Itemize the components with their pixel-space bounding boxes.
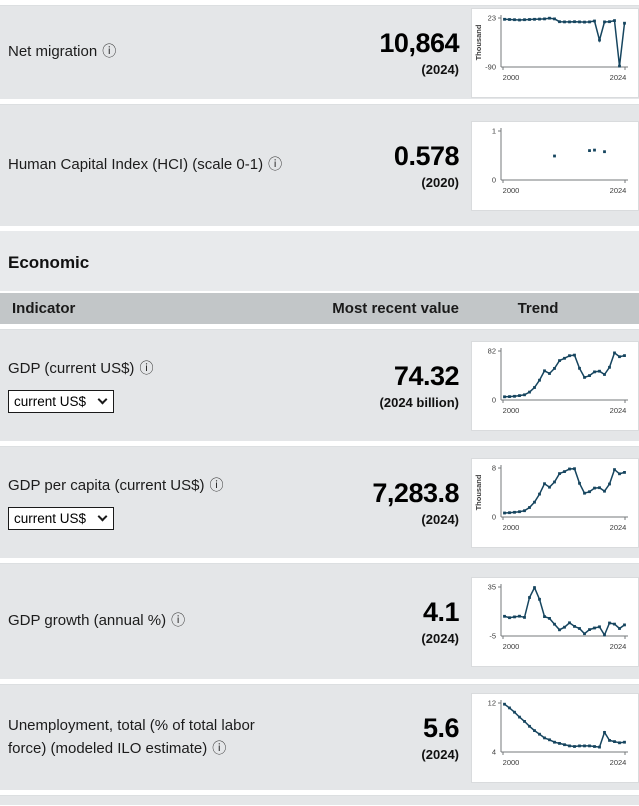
svg-text:23: 23 — [488, 13, 496, 22]
trend-cell: 8 0 2000 2024 Thousand — [471, 457, 639, 548]
unit-select-input[interactable]: current US$ — [8, 506, 114, 530]
trend-sparkline[interactable]: 8 0 2000 2024 Thousand — [471, 457, 639, 548]
most-recent-value: 0.578 — [393, 140, 460, 171]
indicator-row-gdp: GDP (current US$) ⓘ current US$ 74.32 (20… — [0, 329, 639, 441]
svg-text:2024: 2024 — [610, 73, 627, 82]
value-cell: 74.32 (2024 billion) — [308, 360, 460, 411]
sparkline-svg: 12 4 2000 2024 — [488, 698, 628, 767]
indicator-label-cell: Unemployment, total (% of total labor fo… — [8, 715, 308, 760]
indicator-label-cell: GDP per capita (current US$) ⓘ current US… — [8, 475, 308, 530]
most-recent-value: 5.6 — [422, 712, 460, 743]
indicator-row-gdp-per-capita: GDP per capita (current US$) ⓘ current US… — [0, 446, 639, 558]
indicator-row-gdp-growth: GDP growth (annual %) ⓘ 4.1 (2024) 35 -5 20… — [0, 563, 639, 679]
value-year-note: (2024) — [421, 747, 459, 763]
svg-text:2024: 2024 — [610, 186, 627, 195]
indicator-label-cell: Net migration ⓘ — [8, 41, 308, 64]
svg-text:4: 4 — [492, 747, 496, 756]
unit-select[interactable]: current US$ — [8, 389, 114, 414]
trend-sparkline[interactable]: 1 0 2000 2024 — [471, 120, 639, 211]
sparkline-svg: 1 0 2000 2024 — [492, 126, 628, 195]
indicator-label-cell: Human Capital Index (HCI) (scale 0-1) ⓘ — [8, 154, 308, 177]
value-year-note: (2024) — [421, 62, 459, 78]
unit-select-input[interactable]: current US$ — [8, 389, 114, 413]
indicator-label: Net migration — [8, 43, 98, 61]
svg-text:0: 0 — [492, 395, 496, 404]
section-title: Economic — [8, 253, 90, 272]
most-recent-value: 74.32 — [393, 360, 460, 391]
next-row-partial — [0, 795, 639, 805]
svg-text:2024: 2024 — [610, 406, 627, 415]
value-year-note: (2024) — [421, 631, 459, 647]
svg-text:0: 0 — [492, 175, 496, 184]
svg-text:1: 1 — [492, 126, 496, 135]
svg-text:12: 12 — [488, 698, 496, 707]
indicator-label-cell: GDP growth (annual %) ⓘ — [8, 610, 308, 633]
indicator-row-net-migration: Net migration ⓘ 10,864 (2024) 23 -90 2000 20… — [0, 5, 639, 99]
most-recent-value: 7,283.8 — [372, 477, 459, 508]
sparkline-svg: 82 0 2000 2024 — [488, 346, 628, 415]
svg-text:2000: 2000 — [503, 642, 520, 651]
trend-sparkline[interactable]: 12 4 2000 2024 — [471, 692, 639, 783]
svg-text:0: 0 — [492, 512, 496, 521]
svg-text:2024: 2024 — [610, 523, 627, 532]
most-recent-value: 10,864 — [379, 27, 459, 58]
trend-sparkline[interactable]: 82 0 2000 2024 — [471, 340, 639, 431]
trend-sparkline[interactable]: 23 -90 2000 2024 Thousand — [471, 7, 639, 98]
svg-text:2000: 2000 — [503, 406, 520, 415]
indicator-row-unemployment: Unemployment, total (% of total labor fo… — [0, 684, 639, 790]
svg-text:35: 35 — [488, 582, 496, 591]
value-year-note: (2024 billion) — [379, 395, 459, 411]
svg-text:-5: -5 — [489, 631, 496, 640]
indicator-label-cell: GDP (current US$) ⓘ current US$ — [8, 358, 308, 413]
info-icon[interactable]: ⓘ — [102, 44, 117, 61]
indicator-row-hci: Human Capital Index (HCI) (scale 0-1) ⓘ 0… — [0, 104, 639, 226]
svg-text:2024: 2024 — [610, 758, 627, 767]
info-icon[interactable]: ⓘ — [139, 361, 154, 377]
trend-cell: 35 -5 2000 2024 — [471, 576, 639, 667]
value-cell: 4.1 (2024) — [308, 597, 459, 646]
svg-text:2000: 2000 — [503, 186, 520, 195]
svg-text:-90: -90 — [485, 62, 496, 71]
indicator-label: GDP (current US$) — [8, 360, 135, 377]
svg-text:2000: 2000 — [503, 73, 520, 82]
section-economic: Economic — [0, 231, 639, 291]
header-indicator: Indicator — [12, 300, 76, 317]
value-cell: 10,864 (2024) — [308, 28, 459, 77]
trend-cell: 12 4 2000 2024 — [471, 692, 639, 783]
trend-cell: 1 0 2000 2024 — [471, 120, 639, 211]
trend-cell: 82 0 2000 2024 — [471, 340, 639, 431]
value-year-note: (2024) — [421, 512, 459, 528]
svg-text:2024: 2024 — [610, 642, 627, 651]
indicator-label: GDP growth (annual %) — [8, 612, 167, 630]
value-cell: 0.578 (2020) — [308, 140, 460, 191]
trend-sparkline[interactable]: 35 -5 2000 2024 — [471, 576, 639, 667]
svg-text:82: 82 — [488, 346, 496, 355]
sparkline-svg: 8 0 2000 2024 Thousand — [474, 463, 628, 532]
info-icon[interactable]: ⓘ — [268, 157, 283, 174]
header-trend: Trend — [517, 300, 559, 317]
indicator-label: GDP per capita (current US$) — [8, 477, 205, 494]
value-cell: 5.6 (2024) — [308, 713, 459, 762]
table-header-row: Indicator Most recent value Trend — [0, 293, 639, 324]
indicator-label: Human Capital Index (HCI) (scale 0-1) — [8, 156, 264, 174]
svg-text:2000: 2000 — [503, 758, 520, 767]
most-recent-value: 4.1 — [422, 596, 460, 627]
trend-cell: 23 -90 2000 2024 Thousand — [471, 7, 639, 98]
info-icon[interactable]: ⓘ — [212, 740, 227, 757]
sparkline-svg: 35 -5 2000 2024 — [488, 582, 628, 651]
info-icon[interactable]: ⓘ — [209, 478, 224, 494]
sparkline-svg: 23 -90 2000 2024 Thousand — [474, 13, 628, 82]
unit-select[interactable]: current US$ — [8, 506, 114, 531]
svg-text:2000: 2000 — [503, 523, 520, 532]
svg-text:Thousand: Thousand — [474, 24, 483, 60]
value-cell: 7,283.8 (2024) — [308, 478, 459, 527]
value-year-note: (2020) — [421, 175, 459, 191]
indicator-label: Unemployment, total (% of total labor fo… — [8, 717, 255, 757]
info-icon[interactable]: ⓘ — [171, 613, 186, 630]
svg-text:Thousand: Thousand — [474, 474, 483, 510]
svg-text:8: 8 — [492, 463, 496, 472]
header-most-recent-value: Most recent value — [332, 300, 459, 317]
